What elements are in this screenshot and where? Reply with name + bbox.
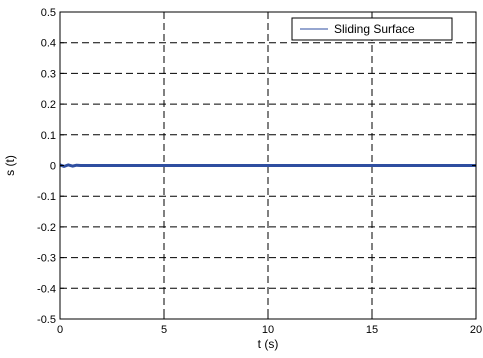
y-axis-title: s (t) (3, 155, 17, 176)
series-layer (59, 163, 476, 168)
y-tick-label: 0 (50, 161, 56, 173)
x-tick-label: 0 (57, 324, 63, 336)
y-tick-label: -0.2 (37, 222, 56, 234)
legend: Sliding Surface (291, 17, 453, 41)
y-tick-label: -0.5 (37, 314, 56, 326)
legend-box (291, 17, 453, 41)
x-axis-title: t (s) (258, 337, 279, 351)
y-tick-label: 0.4 (41, 38, 56, 50)
y-tick-label: -0.4 (37, 283, 56, 295)
y-tick-label: -0.3 (37, 253, 56, 265)
y-tick-label: 0.5 (41, 7, 56, 19)
legend-label: Sliding Surface (334, 22, 415, 36)
x-tick-label: 5 (161, 324, 167, 336)
x-tick-label: 10 (262, 324, 274, 336)
x-tick-label: 20 (470, 324, 482, 336)
y-tick-label: 0.1 (41, 130, 56, 142)
y-tick-label: 0.2 (41, 99, 56, 111)
ticks: 0 5 10 15 20 0.5 0.4 0.3 0.2 0.1 0 -0.1 -0.2 -0.3 -0.4… (37, 7, 482, 336)
x-tick-label: 15 (366, 324, 378, 336)
series-line-0 (59, 163, 476, 168)
y-tick-label: 0.3 (41, 68, 56, 80)
y-tick-label: -0.1 (37, 191, 56, 203)
